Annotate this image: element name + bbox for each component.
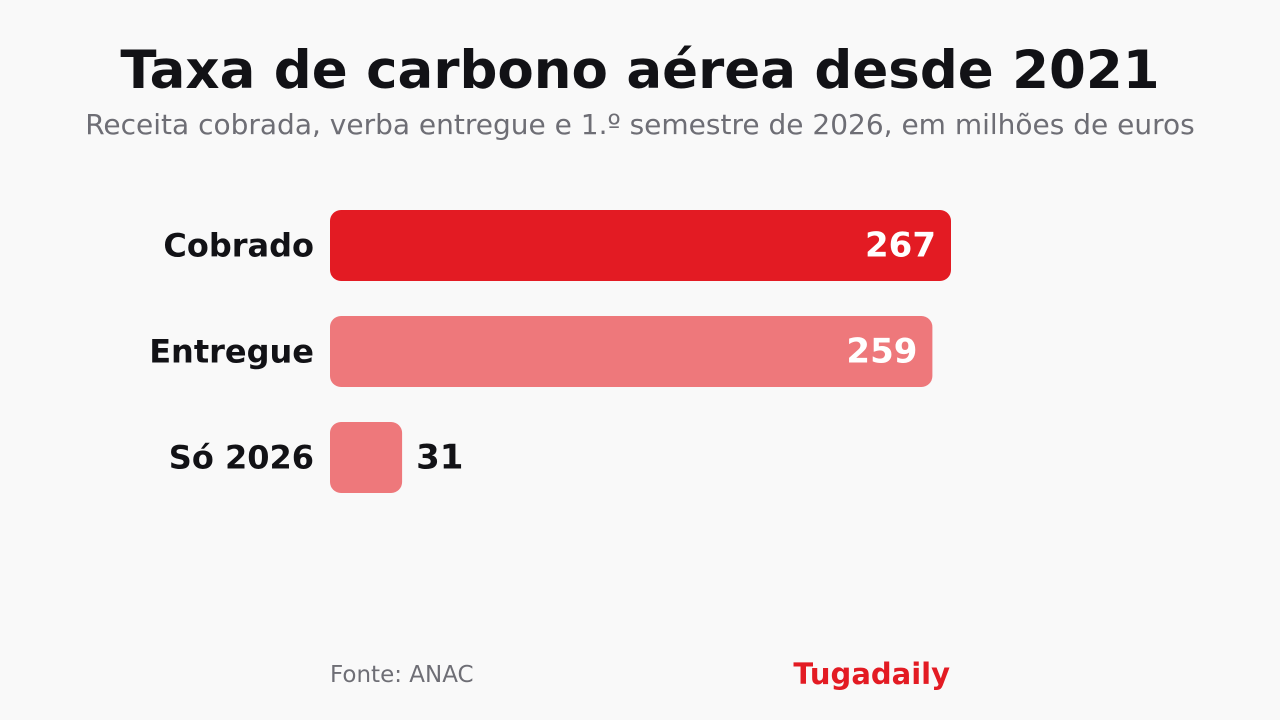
value-label: 267 (865, 226, 936, 266)
brand-logo: Tugadaily (793, 657, 950, 691)
category-label: Só 2026 (169, 439, 314, 477)
bar-2 (330, 316, 933, 387)
chart-title: Taxa de carbono aérea desde 2021 (120, 40, 1160, 101)
source-note: Fonte: ANAC (330, 662, 474, 688)
value-label: 259 (846, 332, 917, 372)
bar-3 (330, 422, 403, 493)
category-label: Entregue (149, 333, 314, 371)
category-label: Cobrado (163, 227, 314, 265)
bar-1 (330, 210, 951, 281)
chart-subtitle: Receita cobrada, verba entregue e 1.º se… (85, 108, 1195, 141)
value-label: 31 (416, 438, 463, 478)
